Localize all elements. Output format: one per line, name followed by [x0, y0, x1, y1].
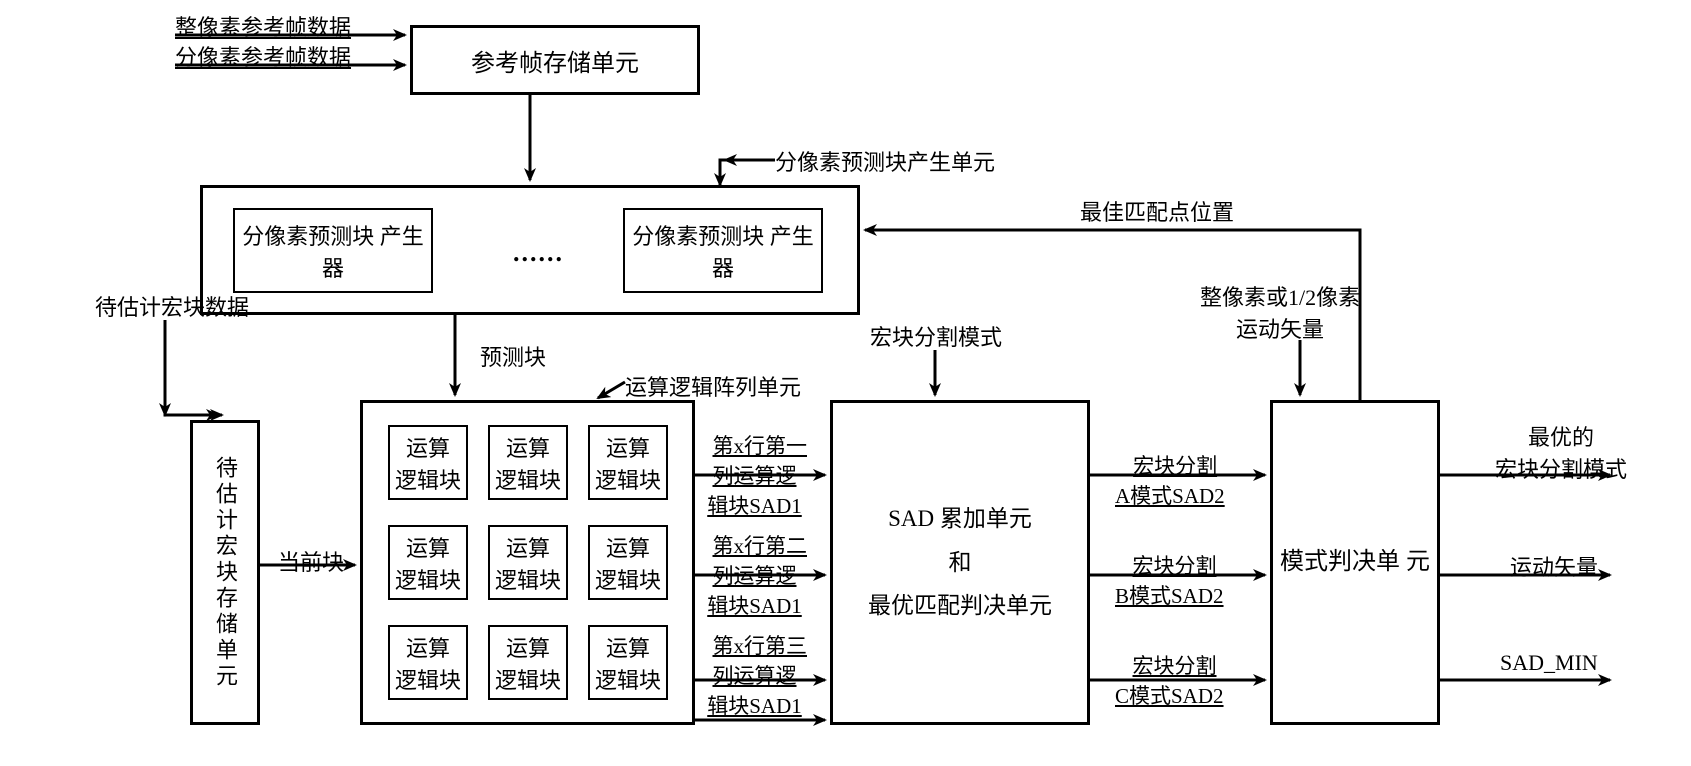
- logic-cell-21: 运算 逻辑块: [388, 525, 468, 600]
- logic-cell-12: 运算 逻辑块: [488, 425, 568, 500]
- sad-unit-line3: 最优匹配判决单元: [868, 584, 1052, 628]
- pred-unit-caption: 分像素预测块产生单元: [775, 145, 995, 177]
- out-mv: 运动矢量: [1510, 550, 1598, 582]
- logic-out-3: 第x行第三 列运算逻 辑块SAD1: [702, 605, 807, 720]
- out-best-mode: 最优的 宏块分割模式: [1495, 420, 1627, 484]
- ref-store-box: 参考帧存储单元: [410, 25, 700, 95]
- mode-unit-box: 模式判决单 元: [1270, 400, 1440, 725]
- mode-unit-label: 模式判决单 元: [1280, 543, 1430, 581]
- mb-store-label: 待估计宏块存储单元: [209, 456, 241, 690]
- sad-unit-box: SAD 累加单元 和 最优匹配判决单元: [830, 400, 1090, 725]
- mb-in-label: 待估计宏块数据: [95, 290, 249, 322]
- pred-gen-a-label: 分像素预测块 产生器: [239, 219, 427, 283]
- out-sadmin: SAD_MIN: [1500, 650, 1598, 676]
- logic-caption: 运算逻辑阵列单元: [625, 370, 801, 402]
- logic-cell-11: 运算 逻辑块: [388, 425, 468, 500]
- pred-gen-b-label: 分像素预测块 产生器: [629, 219, 817, 283]
- sad-unit-line2: 和: [949, 541, 972, 585]
- pred-gen-b: 分像素预测块 产生器: [623, 208, 823, 293]
- sad-unit-line1: SAD 累加单元: [888, 497, 1032, 541]
- logic-cell-23: 运算 逻辑块: [588, 525, 668, 600]
- mv-in-label: 整像素或1/2像素 运动矢量: [1200, 280, 1360, 344]
- logic-out-1: 第x行第一 列运算逻 辑块SAD1: [702, 405, 807, 520]
- logic-cell-22: 运算 逻辑块: [488, 525, 568, 600]
- logic-cell-13: 运算 逻辑块: [588, 425, 668, 500]
- sad-out-b: 宏块分割 B模式SAD2: [1115, 525, 1224, 610]
- int-pixel-ref-label: 整像素参考帧数据: [175, 10, 351, 42]
- pred-dots: ......: [513, 238, 564, 268]
- logic-out-2: 第x行第二 列运算逻 辑块SAD1: [702, 505, 807, 620]
- pred-out-label: 预测块: [480, 340, 546, 372]
- logic-cell-33: 运算 逻辑块: [588, 625, 668, 700]
- sub-pixel-ref-label: 分像素参考帧数据: [175, 40, 351, 72]
- sad-out-c: 宏块分割 C模式SAD2: [1115, 625, 1224, 710]
- mb-store-box: 待估计宏块存储单元: [190, 420, 260, 725]
- sad-out-a: 宏块分割 A模式SAD2: [1115, 425, 1225, 510]
- ref-store-label: 参考帧存储单元: [471, 43, 639, 78]
- logic-cell-32: 运算 逻辑块: [488, 625, 568, 700]
- partition-mode-in: 宏块分割模式: [870, 320, 1002, 352]
- logic-cell-31: 运算 逻辑块: [388, 625, 468, 700]
- pred-unit-box: 分像素预测块 产生器 ...... 分像素预测块 产生器: [200, 185, 860, 315]
- pred-gen-a: 分像素预测块 产生器: [233, 208, 433, 293]
- best-match-label: 最佳匹配点位置: [1080, 195, 1234, 227]
- mb-store-out-label: 当前块: [278, 545, 344, 577]
